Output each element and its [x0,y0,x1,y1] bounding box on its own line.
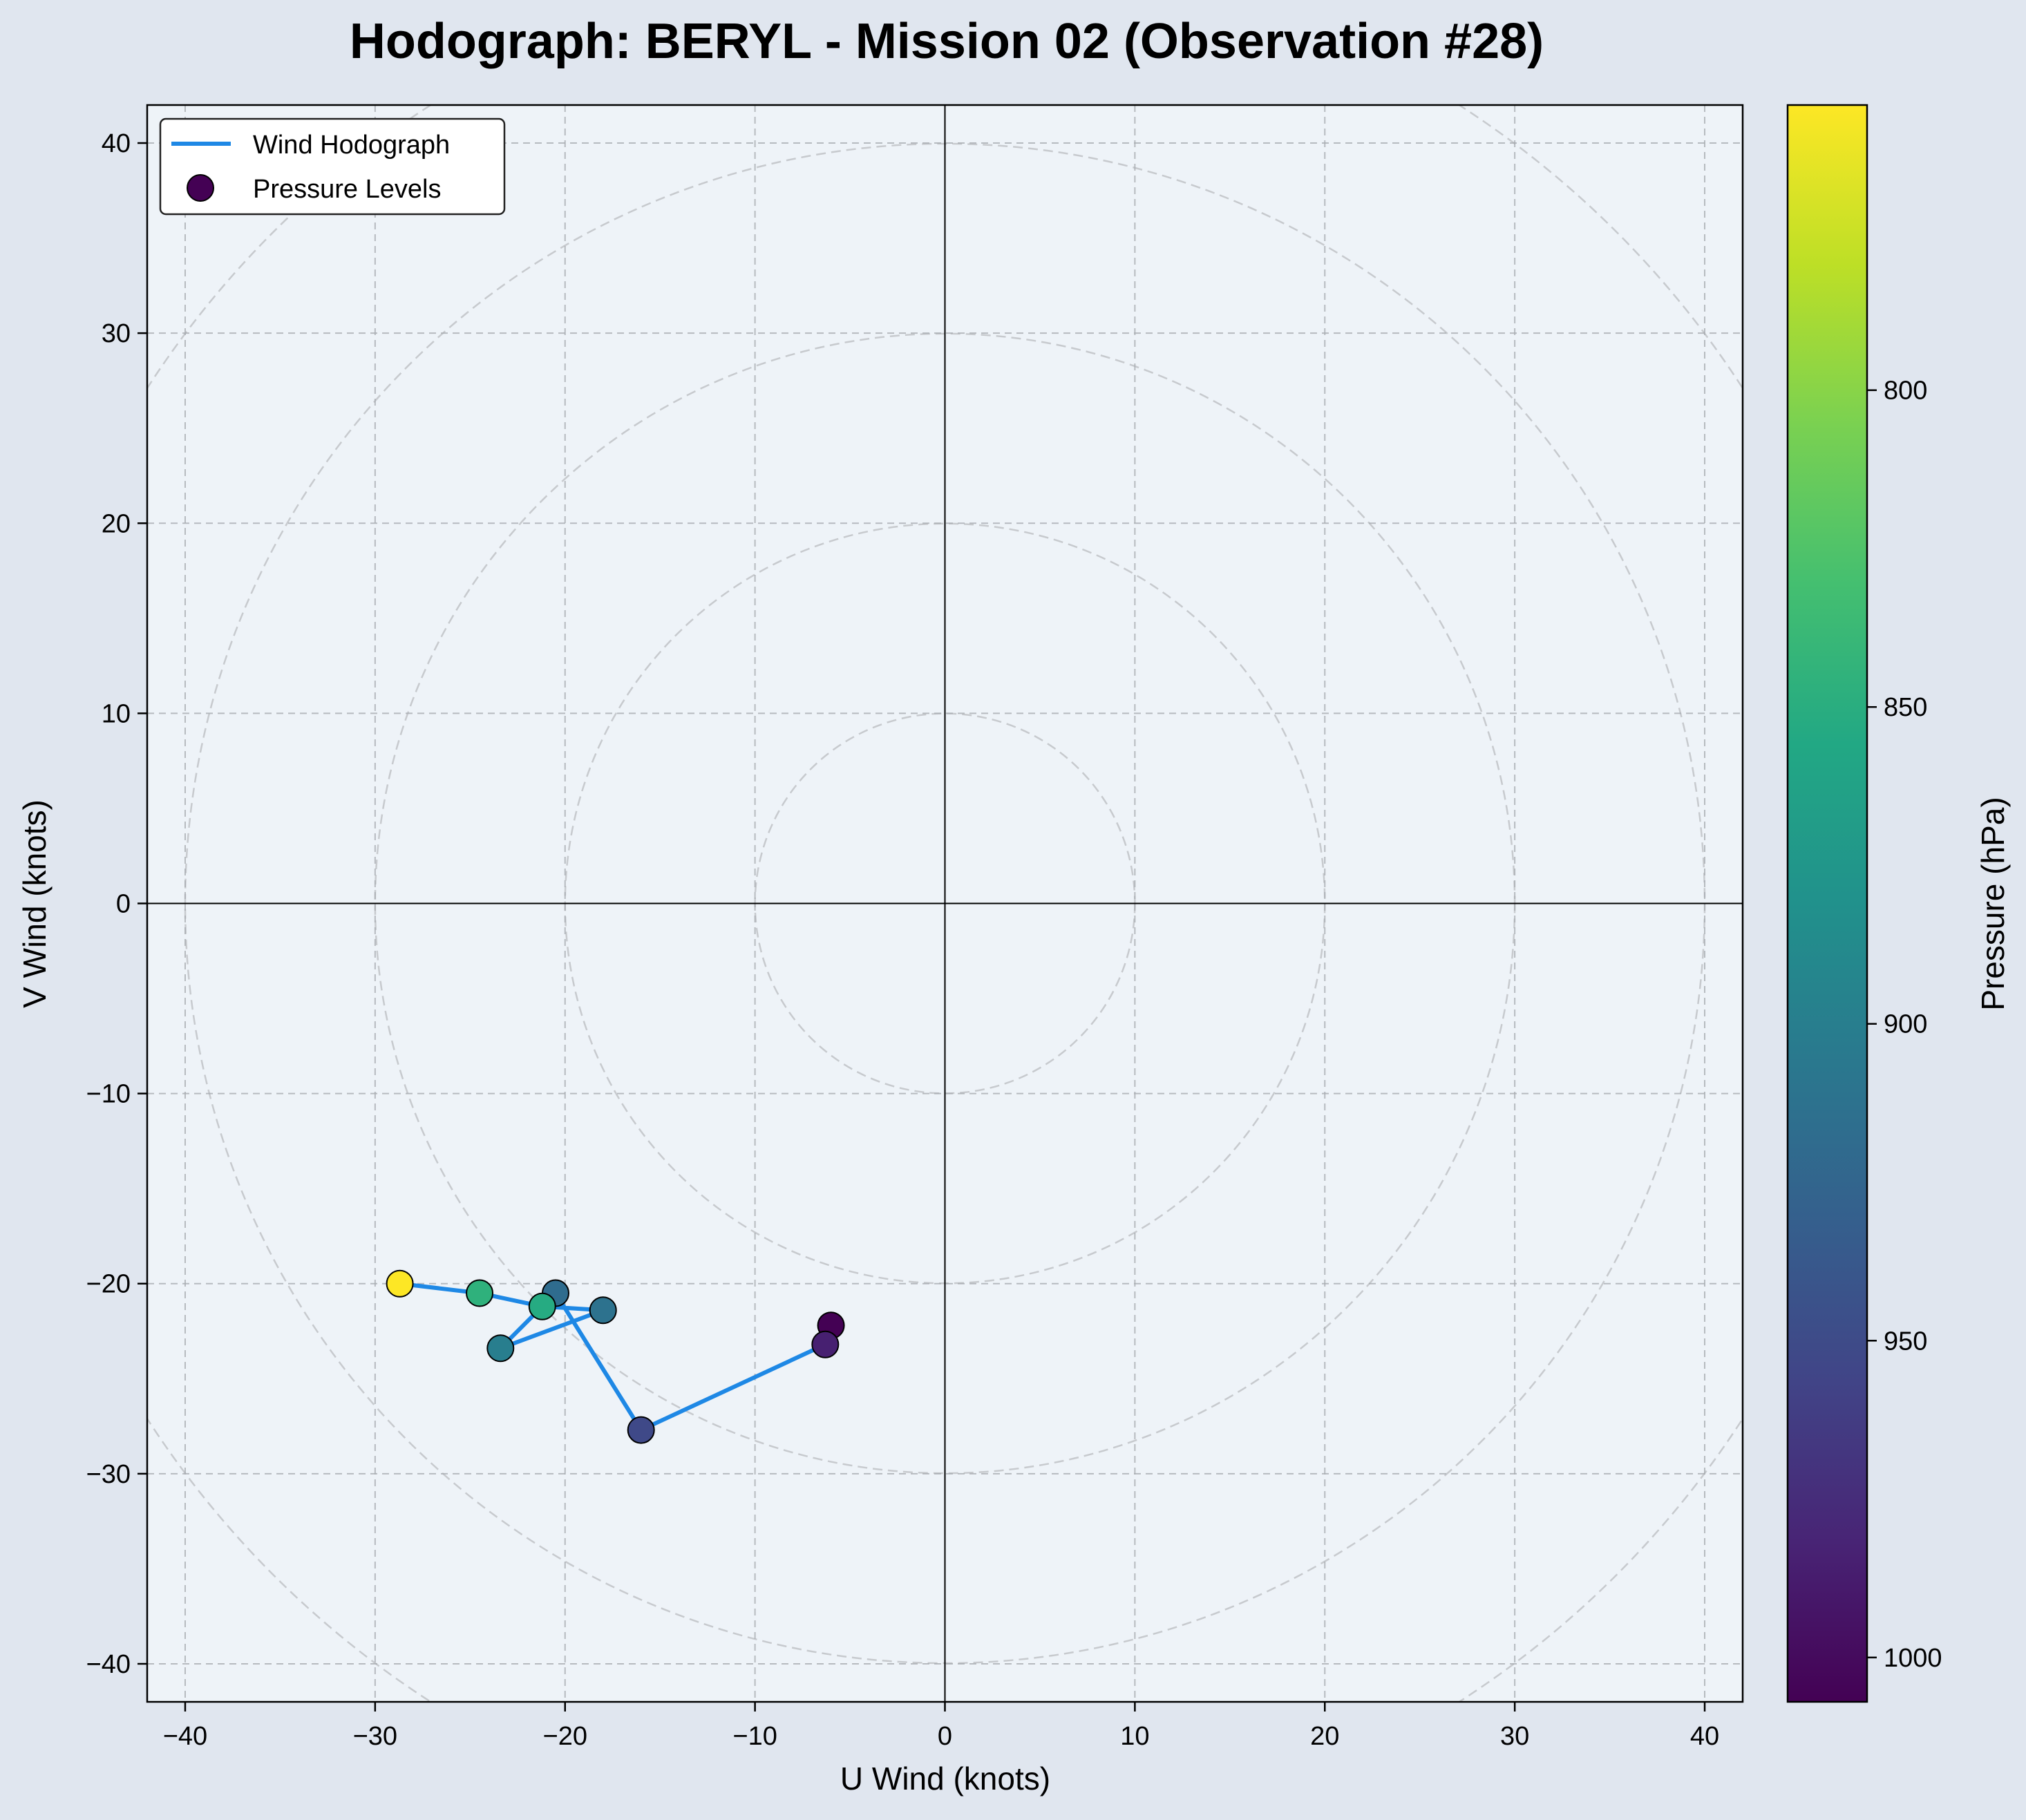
y-tick-label: −30 [86,1460,131,1489]
y-tick-label: −40 [86,1650,131,1679]
legend-box [159,117,506,216]
colorbar-tick-label: 900 [1884,1010,1927,1039]
legend-label-line: Wind Hodograph [253,131,450,160]
y-axis-label: V Wind (knots) [17,799,53,1008]
legend-marker-swatch [187,174,214,202]
y-tick-label: 10 [102,699,131,728]
y-tick-label: −20 [86,1270,131,1299]
pressure-level-point [627,1416,655,1444]
x-tick-label: −40 [163,1722,207,1751]
x-axis-ticks: −40 −30 −20 −10 0 10 20 30 40 [163,1702,1719,1751]
colorbar-tick-label: 850 [1884,693,1927,722]
pressure-level-point [486,1334,515,1363]
colorbar-gradient [1786,104,1868,1703]
x-tick-label: 30 [1500,1722,1529,1751]
colorbar-tick-label: 800 [1884,377,1927,406]
pressure-level-point [528,1292,556,1320]
pressure-level-point [811,1330,840,1358]
y-axis-ticks: −40 −30 −20 −10 0 10 20 30 40 [86,129,147,1679]
pressure-level-point [386,1269,414,1298]
x-tick-label: 0 [938,1722,952,1751]
colorbar-label: Pressure (hPa) [1975,797,2011,1010]
y-tick-label: 0 [116,890,131,919]
colorbar: 800 850 900 950 1000 Pressure (hPa) [1786,104,2011,1703]
pressure-level-point [589,1296,617,1325]
y-tick-label: −10 [86,1080,131,1109]
x-tick-label: 40 [1690,1722,1719,1751]
y-tick-label: 30 [102,319,131,348]
colorbar-tick-label: 950 [1884,1327,1927,1356]
legend: Wind Hodograph Pressure Levels [159,117,506,216]
pressure-level-points [386,1269,845,1444]
x-axis-label: U Wind (knots) [840,1761,1050,1797]
x-tick-label: −10 [732,1722,777,1751]
x-tick-label: 20 [1310,1722,1339,1751]
y-tick-label: 20 [102,509,131,538]
x-tick-label: 10 [1120,1722,1149,1751]
y-tick-label: 40 [102,129,131,158]
x-tick-label: −30 [353,1722,397,1751]
colorbar-tick-label: 1000 [1884,1644,1942,1673]
pressure-level-point [466,1279,494,1307]
legend-label-marker: Pressure Levels [253,175,441,204]
zero-axis-lines [147,105,1743,1702]
chart-title: Hodograph: BERYL - Mission 02 (Observati… [350,14,1544,69]
colorbar-ticks: 800 850 900 950 1000 [1867,377,1942,1673]
x-tick-label: −20 [543,1722,587,1751]
